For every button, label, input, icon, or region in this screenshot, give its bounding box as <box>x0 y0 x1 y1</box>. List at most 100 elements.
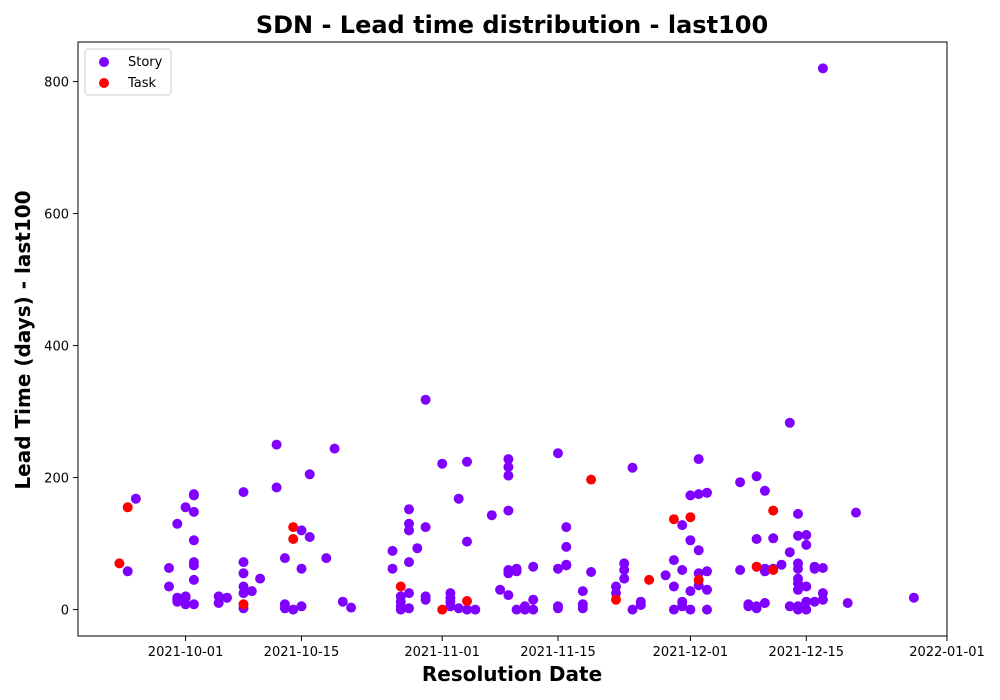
legend: Story Task <box>84 48 172 96</box>
story-point <box>660 570 671 581</box>
story-point <box>801 596 812 607</box>
story-point <box>801 539 812 550</box>
story-point <box>784 547 795 558</box>
story-point <box>553 448 563 459</box>
story-point <box>337 596 348 607</box>
story-point <box>238 557 249 568</box>
story-point <box>238 568 249 579</box>
story-point <box>635 600 646 610</box>
story-point <box>519 604 530 615</box>
story-point <box>238 487 249 498</box>
x-axis-label: Resolution Date <box>422 662 602 686</box>
x-tick-label: 2021-11-01 <box>404 645 480 660</box>
story-point <box>412 543 423 554</box>
story-point <box>793 563 803 574</box>
story-point <box>188 506 199 517</box>
story-point <box>404 603 414 614</box>
y-tick-label: 800 <box>44 76 69 91</box>
story-point <box>553 563 563 574</box>
story-point <box>528 594 539 605</box>
story-point <box>702 487 712 498</box>
y-tick-label: 200 <box>44 472 69 487</box>
x-tick-label: 2022-01-01 <box>909 645 985 660</box>
plot-frame <box>77 41 948 637</box>
story-point <box>222 592 232 603</box>
task-point <box>586 474 597 485</box>
story-point <box>759 485 770 496</box>
story-point <box>180 591 191 602</box>
story-point <box>420 594 431 605</box>
story-point <box>329 443 340 454</box>
story-point <box>470 604 481 615</box>
story-point <box>809 563 820 574</box>
story-point <box>801 604 812 615</box>
story-point <box>793 584 803 595</box>
story-point <box>668 555 679 566</box>
x-axis-ticks: 2021-10-01 2021-10-15 2021-11-01 2021-11-15… <box>148 636 985 660</box>
y-axis-label: Lead Time (days) - last100 <box>11 190 35 489</box>
story-point <box>627 604 638 615</box>
story-point <box>817 63 828 74</box>
story-point <box>503 462 514 472</box>
story-point <box>503 590 514 601</box>
story-point <box>528 561 539 572</box>
story-point <box>453 493 464 504</box>
story-point <box>404 504 414 515</box>
story-point <box>188 574 199 585</box>
story-point <box>462 536 472 547</box>
story-point <box>462 604 472 615</box>
story-point <box>346 602 357 613</box>
task-point <box>644 574 655 585</box>
story-point <box>702 566 712 577</box>
y-tick-label: 600 <box>44 208 69 223</box>
story-point <box>685 535 696 546</box>
story-point <box>677 601 688 612</box>
story-point <box>503 470 514 481</box>
story-point <box>817 563 828 573</box>
story-point <box>553 603 563 614</box>
story-point <box>801 530 812 540</box>
story-point <box>404 518 414 529</box>
x-tick-label: 2021-10-01 <box>148 645 224 660</box>
story-point <box>445 601 456 612</box>
story-point <box>404 557 414 568</box>
x-tick-label: 2021-11-15 <box>520 645 596 660</box>
story-point <box>851 507 861 518</box>
task-point <box>122 502 133 513</box>
task-point <box>238 599 249 610</box>
story-point <box>486 510 497 521</box>
story-point <box>164 581 174 592</box>
story-point <box>188 535 199 546</box>
task-point <box>693 574 704 585</box>
task-point <box>685 512 696 523</box>
story-point <box>172 594 183 605</box>
story-point <box>784 601 795 612</box>
story-point <box>172 518 183 529</box>
story-point <box>577 603 588 614</box>
task-point <box>611 594 621 605</box>
story-point <box>702 584 712 595</box>
story-point <box>693 489 704 500</box>
task-point <box>751 561 762 572</box>
story-point <box>503 454 514 465</box>
story-point <box>627 462 638 473</box>
story-point <box>395 596 406 607</box>
story-point <box>561 522 572 533</box>
story-point <box>561 541 572 552</box>
legend-label-task: Task <box>127 76 157 91</box>
story-point <box>495 584 506 595</box>
story-point <box>685 604 696 615</box>
story-point <box>462 456 472 467</box>
legend-marker-task <box>99 78 109 88</box>
story-point <box>735 477 746 488</box>
series-task <box>114 474 779 615</box>
story-point <box>776 559 787 570</box>
story-point <box>288 604 299 615</box>
story-point <box>395 604 406 615</box>
story-point <box>693 454 704 465</box>
x-tick-label: 2021-10-15 <box>264 645 340 660</box>
task-point <box>437 604 448 615</box>
task-point <box>668 514 679 525</box>
